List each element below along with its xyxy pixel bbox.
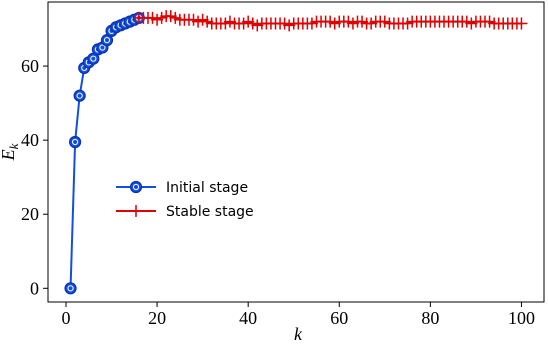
data-point-ring (103, 37, 111, 44)
x-tick-label: 100 (508, 308, 535, 328)
series-line (69, 16, 140, 289)
y-tick-label: 60 (21, 56, 39, 76)
data-point (515, 17, 528, 30)
plot-frame (47, 1, 545, 303)
legend-marker-ring (132, 183, 140, 191)
data-point-ring (72, 138, 79, 146)
y-tick-label: 20 (21, 204, 39, 224)
y-tick-label: 0 (30, 278, 39, 298)
data-point (69, 135, 82, 149)
data-point-ring (90, 55, 97, 62)
x-tick-label: 20 (148, 308, 166, 328)
legend-marker (129, 180, 143, 194)
legend-label: Stable stage (166, 204, 254, 220)
data-point-ring (76, 92, 83, 99)
legend-label: Initial stage (166, 180, 248, 196)
data-point (64, 282, 77, 295)
data-point (73, 89, 86, 102)
x-tick-label: 60 (330, 308, 348, 328)
y-axis-label: Ek (0, 143, 21, 161)
data-point-ring (67, 285, 74, 292)
x-tick-label: 0 (61, 308, 70, 328)
x-axis-label: k (294, 324, 303, 344)
x-tick-label: 80 (421, 308, 439, 328)
y-label-base: E (0, 149, 18, 161)
y-label-sub: k (6, 143, 21, 149)
x-tick-label: 40 (239, 308, 257, 328)
y-tick-label: 40 (21, 130, 39, 150)
legend-marker (130, 205, 142, 217)
data-point-ring (99, 44, 106, 51)
